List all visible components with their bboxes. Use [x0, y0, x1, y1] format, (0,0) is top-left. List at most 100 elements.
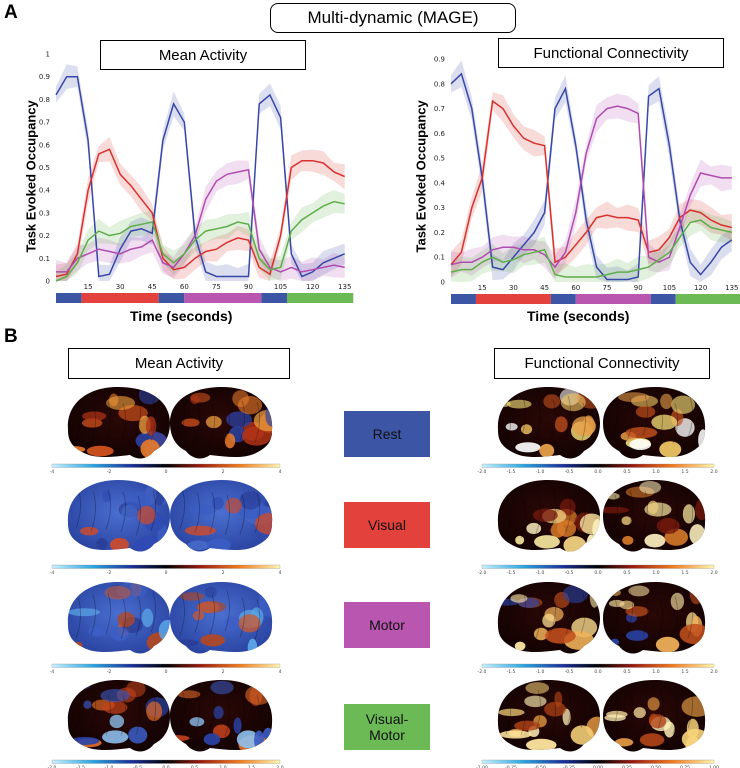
fc-left-row4-activation-blob [498, 708, 525, 717]
panel-letter-a: A [4, 2, 18, 23]
fc-colorbar-row3-tick-label: -0.5 [565, 669, 574, 675]
fc-right-row4-sulcus [657, 688, 664, 729]
fc-right-row3-sulcus [687, 597, 694, 639]
mean-left-row4-activation-blob [83, 700, 92, 709]
fc-left-row2-sulcus [535, 493, 542, 534]
fc-left-row4-activation-blob [570, 725, 594, 745]
fc-left-row1-sulcus [505, 404, 512, 446]
brain-maps: -4 -2 0 2 4 -2.0 -1.5 -1.0 -0.5 0.0 0.5 1.0 1.5 2.0 -4… [48, 387, 719, 768]
mean-left-row3-sulcus [150, 591, 157, 633]
fc-right-row3-activation-blob [670, 592, 685, 611]
fc-left-row4-sulcus [505, 694, 512, 735]
chart2-band-visual-motor [451, 208, 732, 282]
mean-right-row3 [170, 582, 273, 654]
chart2-xtick-label: 135 [725, 284, 738, 292]
fc-left-row2-activation-blob [592, 519, 600, 541]
chart2-task-block-visual [475, 294, 551, 304]
fc-left-row3-activation-blob [589, 586, 600, 608]
mean-left-row2-sulcus [120, 491, 127, 533]
fc-colorbar-row3-tick-label: 1.0 [652, 669, 659, 675]
fc-colorbar-row1-tick-label: -2.0 [478, 469, 487, 475]
fc-right-row1-sulcus [627, 398, 634, 439]
figure-title: Multi-dynamic (MAGE) [270, 3, 516, 33]
mean-left-row4-activation-blob [146, 701, 163, 722]
fc-colorbar-row4-tick-label: -0.50 [534, 765, 546, 768]
fc-right-row1-activation-blob [629, 438, 652, 451]
mean-left-row3-activation-blob [68, 608, 100, 617]
chart1-xtick-label: 105 [274, 283, 287, 291]
mean-left-row4-activation-blob [109, 714, 125, 729]
mean-right-row1-activation-blob [237, 396, 263, 415]
fc-right-row2-sulcus [687, 496, 694, 537]
mean-right-row1-activation-blob [224, 433, 236, 449]
mean-colorbar-row3-tick-label: -4 [50, 669, 55, 675]
fc-right-row2-sulcus [642, 490, 649, 531]
chart2-xtick-label: 45 [540, 284, 549, 292]
mean-right-row1-activation-blob [181, 418, 200, 427]
chart1-line-visual [55, 148, 345, 278]
fc-left-row3-activation-blob [545, 627, 576, 644]
fc-colorbar-row4-tick-label: 1.00 [709, 765, 719, 768]
fc-right-row1-sulcus [657, 403, 664, 444]
fc-right-row3-sulcus [672, 596, 679, 637]
mean-right-row1-activation-blob [241, 426, 272, 446]
fc-left-row3-activation-blob [562, 584, 589, 604]
chart2-ytick-label: 0.2 [434, 229, 445, 237]
mean-right-row2-sulcus [239, 494, 246, 535]
fc-right-row4-activation-blob [649, 714, 667, 729]
mean-right-row4 [170, 680, 273, 752]
chart2-task-block-visual-motor [675, 294, 740, 304]
mean-right-row2-activation-blob [189, 504, 217, 515]
mean-left-row2-sulcus [105, 489, 112, 530]
fc-right-row4-sulcus [627, 690, 634, 731]
fc-right-row2-activation-blob [606, 492, 620, 500]
chart2-line-rest [450, 72, 733, 281]
mean-left-row1-activation-blob [138, 387, 161, 405]
fc-left-row1-activation-blob [506, 399, 532, 409]
fc-colorbar-row1-tick-label: 0.5 [623, 469, 630, 475]
mean-right-row4-sulcus [179, 688, 186, 729]
mean-colorbar-row4 [51, 759, 281, 764]
mean-right-row4-activation-blob [210, 680, 234, 695]
chart2-task-block-rest [451, 294, 476, 304]
mean-left-row2-activation-blob [80, 526, 99, 536]
fc-left-row2-activation-blob [559, 498, 576, 516]
chart1-band-visual [56, 137, 345, 281]
fc-right-row4-activation-blob [685, 735, 700, 752]
fc-right-row2-sulcus [657, 489, 664, 530]
mean-right-row2-activation-blob [254, 512, 273, 535]
fc-right-row3-activation-blob [628, 585, 650, 597]
mean-left-row4-sulcus [120, 695, 127, 736]
chart1-ytick-label: 0.8 [39, 96, 50, 104]
fc-left-row1-sulcus [565, 395, 572, 437]
fc-left-row3-sulcus [565, 593, 572, 635]
chart1-ytick-label: 0.7 [39, 119, 50, 127]
mean-right-row2-sulcus [254, 492, 261, 534]
fc-right-row2-activation-blob [656, 518, 680, 534]
fc-right-row2-activation-blob [647, 500, 659, 514]
mean-right-row3-activation-blob [224, 616, 242, 632]
mean-left-row3-activation-blob [117, 611, 135, 627]
fc-right-row4-activation-blob [686, 718, 699, 739]
fc-left-row3-sulcus [580, 593, 587, 634]
fc-right-row3-activation-blob [625, 606, 649, 617]
fc-colorbar-row4-tick-label: 0.25 [622, 765, 632, 768]
mean-right-row1-activation-blob [265, 404, 273, 427]
mean-left-row4-sulcus [75, 690, 82, 731]
fc-right-row3-activation-blob [610, 589, 621, 597]
mean-right-row4-sulcus [254, 694, 261, 736]
mean-colorbar-row3-tick-label: 0 [165, 669, 168, 675]
mean-right-row4-activation-blob [189, 717, 205, 727]
chart1-task-block-motor [184, 293, 262, 303]
mean-right-row2-activation-blob [184, 525, 216, 536]
chart1-ytick-label: 0 [46, 278, 50, 286]
chart2-xtick-label: 120 [694, 284, 707, 292]
mean-right-row2-activation-blob [206, 538, 231, 552]
chart-mean-activity: 0 0.1 0.2 0.3 0.4 0.5 0.6 0.7 0.8 0.9 1 15 30 45 60 75 9… [39, 51, 354, 303]
fc-left-row1-sulcus [580, 402, 587, 443]
fc-left-row1-activation-blob [539, 443, 555, 458]
fc-colorbar-row4 [481, 759, 715, 764]
fc-left-row1-activation-blob [543, 394, 561, 409]
mean-left-row2 [67, 480, 170, 552]
fc-right-row2-activation-blob [689, 524, 706, 545]
